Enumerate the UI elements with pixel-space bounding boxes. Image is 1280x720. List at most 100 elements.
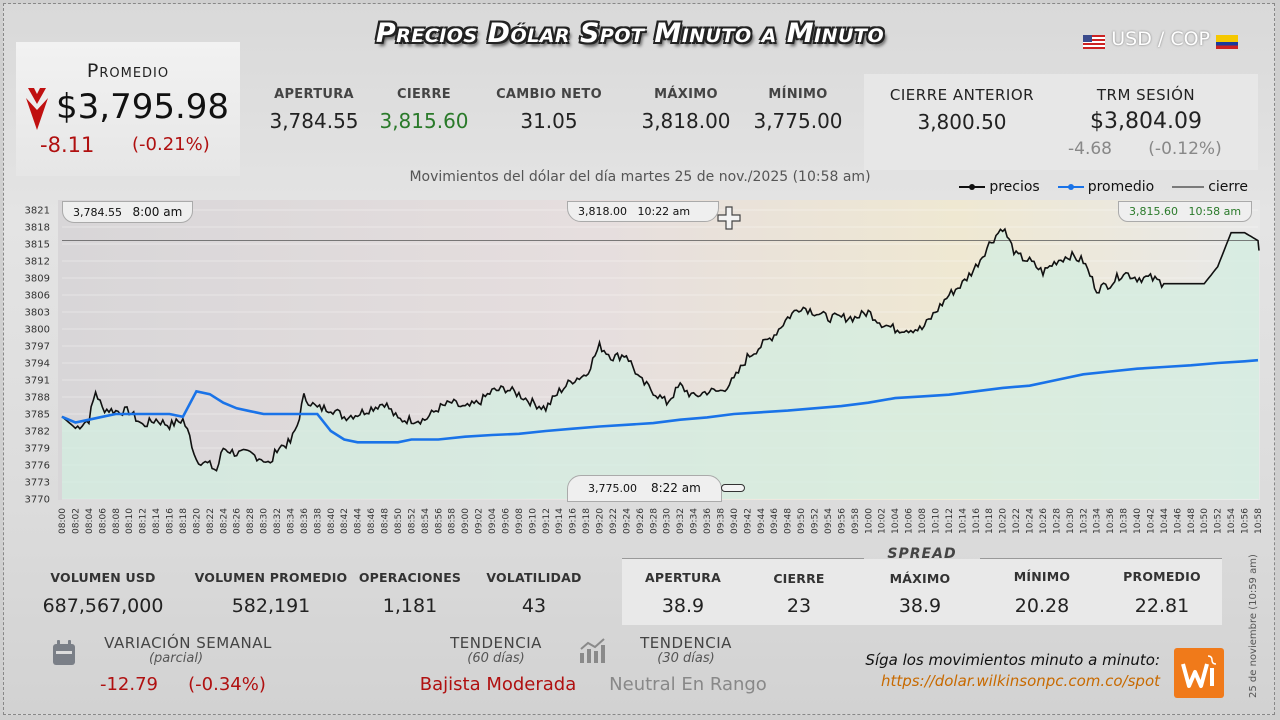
x-tick-label: 10:04 (891, 508, 901, 534)
x-tick-label: 10:44 (1160, 508, 1170, 534)
y-tick-label: 3773 (25, 478, 50, 489)
x-tick-label: 09:28 (649, 508, 659, 534)
y-tick-label: 3818 (25, 223, 50, 234)
x-tick-label: 10:36 (1106, 508, 1116, 534)
stat-close-label: CIERRE (397, 87, 451, 102)
y-tick-label: 3794 (25, 359, 50, 370)
stat-max-value: 3,818.00 (641, 109, 731, 133)
x-tick-label: 09:30 (663, 508, 673, 534)
prev-close-value: 3,800.50 (917, 110, 1007, 134)
spread-min-value: 20.28 (1014, 595, 1070, 617)
x-tick-label: 10:00 (864, 508, 874, 534)
y-tick-label: 3821 (25, 206, 50, 217)
x-tick-label: 08:32 (273, 508, 283, 534)
x-tick-label: 08:24 (219, 508, 229, 534)
x-tick-label: 10:42 (1146, 508, 1156, 534)
crosshair-icon[interactable] (716, 205, 742, 235)
x-tick-label: 10:32 (1079, 508, 1089, 534)
spread-open-label: APERTURA (644, 570, 721, 585)
x-tick-label: 10:46 (1173, 508, 1183, 534)
x-tick-label: 08:48 (381, 508, 391, 534)
x-tick-label: 10:56 (1241, 508, 1251, 534)
legend-average-label: promedio (1087, 179, 1155, 195)
volume-avg-label: VOLUMEN PROMEDIO (194, 570, 348, 585)
callout-close: 3,815.60 10:58 am (1118, 201, 1253, 222)
x-tick-label: 10:08 (918, 508, 928, 534)
wilkinson-logo[interactable] (1174, 648, 1224, 698)
trend30-value: Neutral En Rango (609, 674, 767, 695)
stat-open-label: APERTURA (274, 87, 354, 102)
x-tick-label: 08:26 (233, 508, 243, 534)
x-tick-label: 09:16 (569, 508, 579, 534)
x-tick-label: 09:20 (596, 508, 606, 534)
spread-min-label: MÍNIMO (1013, 569, 1071, 584)
x-tick-label: 10:38 (1120, 508, 1130, 534)
calendar-icon (52, 640, 76, 670)
x-tick-label: 09:44 (757, 508, 767, 534)
stat-max-label: MÁXIMO (654, 87, 718, 102)
x-tick-label: 09:24 (622, 508, 632, 534)
x-tick-label: 08:46 (367, 508, 377, 534)
chart-subtitle: Movimientos del dólar del día martes 25 … (409, 169, 871, 185)
x-tick-label: 10:40 (1133, 508, 1143, 534)
x-tick-label: 08:54 (421, 508, 431, 534)
x-tick-label: 08:10 (125, 508, 135, 534)
spread-rule-left (622, 558, 864, 559)
operations-label: OPERACIONES (358, 570, 462, 585)
chart-legend: precios promedio cierre (959, 179, 1248, 195)
x-tick-label: 09:12 (542, 508, 552, 534)
operations-value: 1,181 (382, 595, 438, 617)
x-tick-label: 09:42 (743, 508, 753, 534)
x-tick-label: 10:14 (958, 508, 968, 534)
x-tick-label: 09:04 (488, 508, 498, 534)
x-tick-label: 09:38 (716, 508, 726, 534)
x-tick-label: 09:46 (770, 508, 780, 534)
follow-link[interactable]: https://dolar.wilkinsonpc.com.co/spot (880, 672, 1160, 690)
callout-max-time: 10:22 am (637, 205, 691, 218)
x-tick-label: 10:50 (1200, 508, 1210, 534)
x-tick-label: 09:06 (501, 508, 511, 534)
y-tick-label: 3782 (25, 427, 50, 438)
follow-text: Síga los movimientos minuto a minuto: (865, 651, 1160, 669)
x-tick-label: 09:54 (824, 508, 834, 534)
vertical-date: 25 de noviembre (10:59 am) (1248, 554, 1259, 698)
y-tick-label: 3770 (25, 495, 50, 506)
x-tick-label: 10:10 (931, 508, 941, 534)
stat-open-value: 3,784.55 (269, 109, 359, 133)
spread-avg-label: PROMEDIO (1123, 569, 1201, 584)
x-tick-label: 09:32 (676, 508, 686, 534)
x-tick-label: 10:54 (1227, 508, 1237, 534)
stat-net-change-value: 31.05 (520, 109, 578, 133)
x-tick-label: 08:56 (434, 508, 444, 534)
y-tick-label: 3797 (25, 342, 50, 353)
x-tick-label: 08:14 (152, 508, 162, 534)
y-tick-label: 3815 (25, 240, 50, 251)
y-tick-label: 3800 (25, 325, 50, 336)
x-tick-label: 10:28 (1052, 508, 1062, 534)
x-tick-label: 08:20 (192, 508, 202, 534)
weekly-change: -12.79 (99, 674, 159, 695)
weekly-sub: (parcial) (148, 651, 204, 666)
currency-pair: USD / COP (1083, 28, 1238, 50)
prev-close-label: CIERRE ANTERIOR (889, 86, 1035, 104)
average-label: Promedio (86, 60, 170, 82)
scroll-handle[interactable] (721, 484, 745, 492)
x-tick-label: 09:18 (582, 508, 592, 534)
weekly-label: VARIACIÓN SEMANAL (104, 634, 272, 652)
weekly-change-pct: (-0.34%) (188, 674, 266, 695)
x-tick-label: 08:22 (206, 508, 216, 534)
page-title: Precios Dólar Spot Minuto a Minuto (375, 18, 885, 49)
x-tick-label: 08:16 (166, 508, 176, 534)
y-tick-label: 3803 (25, 308, 50, 319)
legend-prices-label: precios (989, 179, 1040, 195)
x-tick-label: 10:06 (905, 508, 915, 534)
trend60-value: Bajista Moderada (419, 674, 577, 695)
price-area-fill (62, 229, 1259, 499)
y-tick-label: 3809 (25, 274, 50, 285)
x-tick-label: 08:40 (327, 508, 337, 534)
spread-avg-value: 22.81 (1134, 595, 1190, 617)
trend60-sub: (60 días) (467, 651, 525, 666)
down-arrow-icon (26, 88, 48, 134)
callout-close-value: 3,815.60 (1129, 205, 1178, 218)
x-tick-label: 08:34 (286, 508, 296, 534)
